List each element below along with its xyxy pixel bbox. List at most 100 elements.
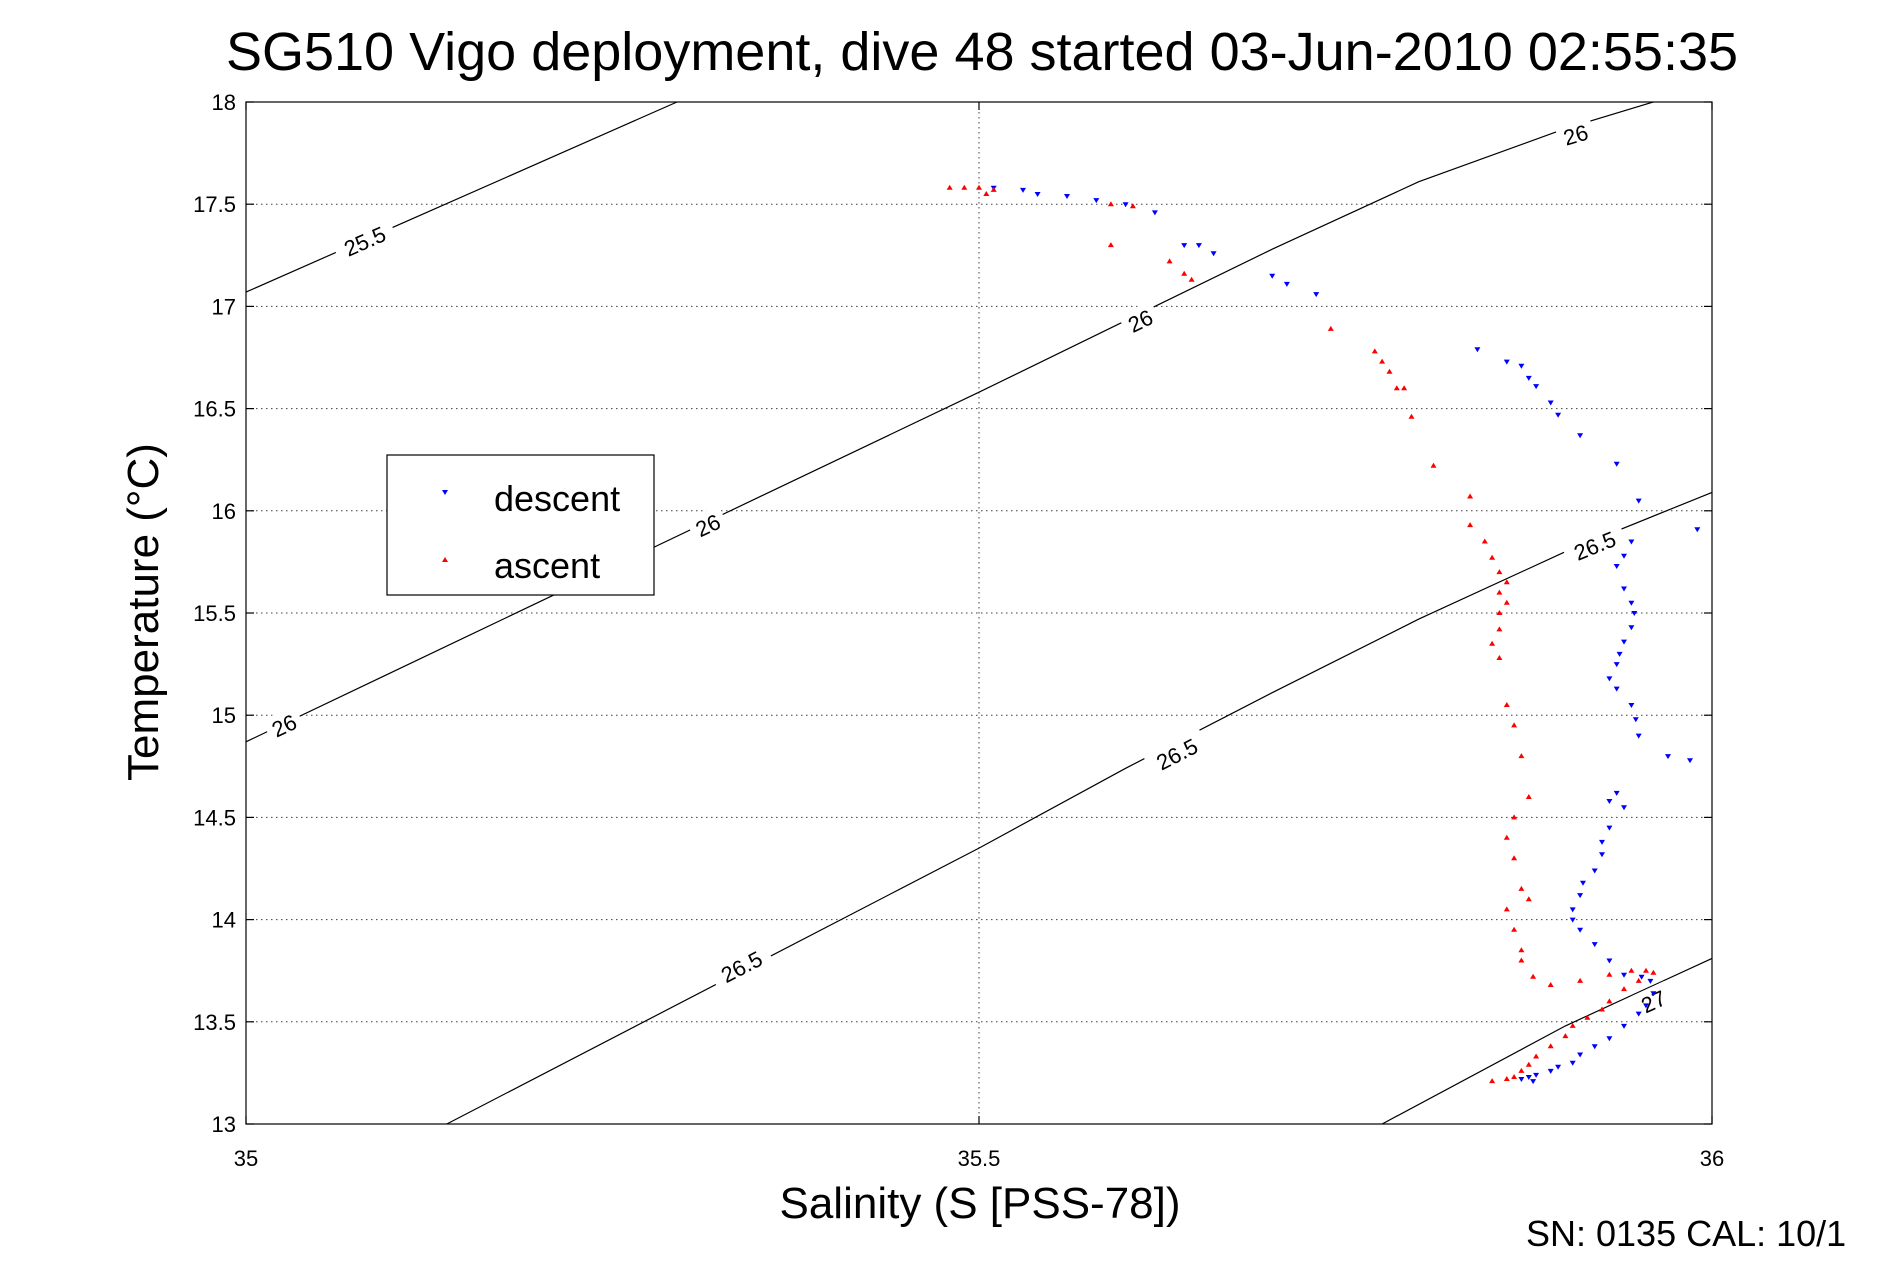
data-point-ascent	[1547, 982, 1554, 987]
data-point-ascent	[1606, 971, 1613, 977]
data-point-descent	[1533, 1072, 1540, 1078]
data-point-descent	[1599, 839, 1605, 845]
contour-label-background	[1631, 981, 1675, 1020]
data-point-ascent	[1496, 626, 1503, 632]
data-point-descent	[1151, 210, 1158, 216]
data-point-descent	[1621, 1023, 1627, 1029]
data-point-descent	[1665, 754, 1671, 760]
y-tick-label: 17	[212, 294, 236, 319]
data-point-ascent	[1518, 1067, 1525, 1073]
data-point-ascent	[1467, 493, 1474, 499]
data-point-ascent	[1386, 368, 1393, 374]
data-point-descent	[1569, 1060, 1576, 1066]
data-point-descent	[1577, 927, 1584, 933]
contour-label-background	[707, 939, 775, 992]
data-point-descent	[1525, 1075, 1532, 1080]
data-point-descent	[1283, 281, 1290, 287]
data-point-descent	[1533, 384, 1540, 390]
data-point-ascent	[1530, 973, 1537, 979]
y-tick-label: 14	[212, 908, 236, 933]
data-point-ascent	[1511, 814, 1518, 820]
data-point-descent	[1474, 347, 1481, 353]
data-point-descent	[1616, 651, 1623, 657]
data-point-ascent	[1430, 462, 1437, 468]
data-point-descent	[1269, 273, 1276, 279]
x-axis-label: Salinity (S [PSS-78])	[779, 1179, 1180, 1228]
legend-box	[386, 454, 655, 596]
data-point-ascent	[1621, 986, 1627, 992]
data-point-ascent	[1489, 554, 1496, 560]
data-point-ascent	[1503, 906, 1510, 912]
data-point-descent	[1577, 433, 1584, 439]
data-point-descent	[1599, 852, 1605, 858]
data-point-ascent	[1518, 957, 1525, 963]
y-tick-label: 17.5	[193, 192, 236, 217]
data-point-descent	[1577, 1052, 1584, 1058]
data-point-ascent	[1107, 242, 1114, 248]
data-point-descent	[1555, 1064, 1562, 1070]
data-point-descent	[1606, 958, 1613, 964]
data-point-ascent	[1518, 947, 1525, 953]
data-point-descent	[1606, 799, 1613, 804]
legend-label-descent: descent	[494, 478, 620, 519]
x-tick-label: 35.5	[958, 1146, 1001, 1171]
serial-calibration-label: SN: 0135 CAL: 10/1	[1526, 1213, 1846, 1254]
data-point-descent	[1591, 942, 1598, 948]
data-point-descent	[1638, 974, 1645, 980]
data-point-descent	[1621, 553, 1627, 559]
contour-label-background	[261, 705, 306, 744]
data-point-descent	[1632, 717, 1639, 723]
data-point-descent	[1628, 703, 1635, 708]
contour-line-25-5	[245, 101, 678, 293]
y-tick-label: 14.5	[193, 805, 236, 830]
data-point-descent	[1643, 1003, 1649, 1009]
data-point-descent	[1635, 498, 1642, 504]
data-point-ascent	[946, 184, 953, 190]
y-tick-label: 13.5	[193, 1010, 236, 1035]
data-point-ascent	[1503, 702, 1510, 707]
data-point-ascent	[1606, 998, 1613, 1004]
data-point-descent	[1613, 564, 1620, 569]
x-tick-label: 36	[1700, 1146, 1724, 1171]
data-point-descent	[1613, 662, 1620, 668]
data-point-descent	[1577, 893, 1584, 899]
data-point-descent	[1635, 1011, 1642, 1017]
y-tick-label: 16.5	[193, 397, 236, 422]
data-point-descent	[1503, 359, 1510, 365]
data-point-descent	[1580, 880, 1586, 886]
contour-label-background	[1554, 116, 1597, 152]
data-point-descent	[1628, 539, 1635, 545]
chart-title: SG510 Vigo deployment, dive 48 started 0…	[226, 22, 1738, 82]
data-point-descent	[1530, 1079, 1537, 1085]
y-tick-label: 15.5	[193, 601, 236, 626]
legend-marker-ascent	[442, 557, 448, 562]
data-point-ascent	[990, 186, 997, 192]
data-point-descent	[1687, 758, 1693, 764]
data-point-ascent	[1327, 325, 1334, 331]
data-point-descent	[1613, 790, 1620, 796]
data-point-ascent	[1393, 385, 1400, 391]
data-point-ascent	[1569, 1022, 1576, 1028]
data-point-ascent	[1518, 753, 1525, 759]
data-point-ascent	[1467, 522, 1474, 528]
data-point-ascent	[1643, 967, 1649, 973]
contour-label-background	[1142, 727, 1210, 779]
data-point-descent	[1628, 625, 1635, 631]
data-point-ascent	[1481, 538, 1488, 544]
data-point-descent	[1064, 194, 1070, 199]
y-tick-label: 13	[212, 1112, 236, 1137]
data-point-ascent	[976, 184, 982, 190]
data-point-ascent	[1496, 610, 1503, 615]
data-point-ascent	[1511, 1074, 1518, 1079]
data-point-ascent	[1503, 1076, 1510, 1081]
data-point-descent	[1210, 251, 1217, 257]
data-point-ascent	[1511, 722, 1518, 728]
data-point-ascent	[1408, 413, 1415, 419]
data-point-descent	[1621, 586, 1627, 592]
data-point-ascent	[1489, 1078, 1496, 1084]
data-point-descent	[1525, 375, 1532, 381]
data-point-descent	[1621, 972, 1627, 978]
